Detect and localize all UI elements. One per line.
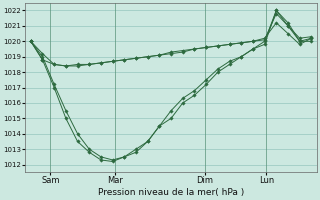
X-axis label: Pression niveau de la mer( hPa ): Pression niveau de la mer( hPa ) [98,188,244,197]
